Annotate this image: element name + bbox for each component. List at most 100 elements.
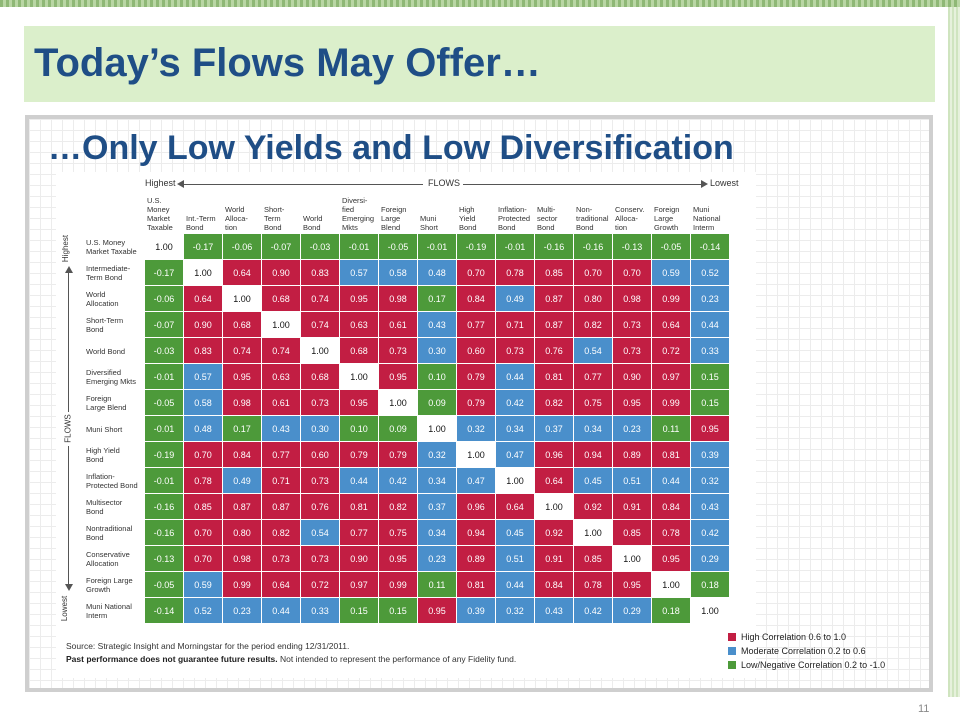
disclaimer-bold: Past performance does not guarantee futu… [66, 654, 278, 664]
heatmap-cell: 0.15 [379, 598, 417, 623]
flows-axis-label-vertical: FLOWS [63, 414, 73, 443]
row-header-label: Muni National Interm [86, 602, 132, 620]
heatmap-cell: 0.92 [535, 520, 573, 545]
heatmap-cell: 0.77 [574, 364, 612, 389]
source-note: Source: Strategic Insight and Morningsta… [66, 640, 516, 666]
heatmap-cell: 0.70 [574, 260, 612, 285]
column-header-label: Non-traditional Bond [576, 205, 609, 232]
heatmap-cell: 0.52 [691, 260, 729, 285]
heatmap-cell: 0.58 [379, 260, 417, 285]
heatmap-cell: -0.16 [145, 520, 183, 545]
heatmap-cell: 0.79 [457, 390, 495, 415]
heatmap-cell: 0.57 [340, 260, 378, 285]
column-header-label: Muni Short [420, 214, 438, 232]
heatmap-cell: 0.23 [223, 598, 261, 623]
row-header-label: Inflation- Protected Bond [86, 472, 138, 490]
heatmap-cell: 0.96 [535, 442, 573, 467]
heatmap-cell: 0.91 [613, 494, 651, 519]
heatmap-cell: 0.83 [184, 338, 222, 363]
row-header: U.S. Money Market Taxable [86, 234, 142, 260]
heatmap-cell: 0.42 [574, 598, 612, 623]
heatmap-cell: 0.87 [535, 286, 573, 311]
column-header: High Yield Bond [457, 194, 496, 232]
heatmap-cell: 0.54 [574, 338, 612, 363]
heatmap-cell: 0.90 [340, 546, 378, 571]
heatmap-cell: 0.44 [496, 572, 534, 597]
heatmap-cell: -0.01 [145, 416, 183, 441]
legend-label: High Correlation 0.6 to 1.0 [741, 632, 847, 642]
heatmap-cell: -0.01 [340, 234, 378, 259]
legend-label: Moderate Correlation 0.2 to 0.6 [741, 646, 866, 656]
heatmap-cell: 0.82 [379, 494, 417, 519]
heatmap-cell: 0.30 [418, 338, 456, 363]
heatmap-cell: 0.43 [535, 598, 573, 623]
heatmap-cell: -0.05 [652, 234, 690, 259]
heatmap-cell: 0.59 [184, 572, 222, 597]
heatmap-cell: 0.97 [340, 572, 378, 597]
heatmap-cell: 0.64 [652, 312, 690, 337]
column-header: Muni Short [418, 194, 457, 232]
heatmap-cell: 0.85 [574, 546, 612, 571]
heatmap-cell: 0.32 [418, 442, 456, 467]
heatmap-cell: 0.51 [613, 468, 651, 493]
heatmap-cell: -0.01 [145, 364, 183, 389]
heatmap-cell: 0.84 [457, 286, 495, 311]
row-header: Foreign Large Blend [86, 390, 142, 416]
heatmap-cell: 0.79 [340, 442, 378, 467]
row-header-label: Diversified Emerging Mkts [86, 368, 137, 386]
heatmap-cell: 0.99 [652, 390, 690, 415]
heatmap-cell: 1.00 [379, 390, 417, 415]
row-header-label: Intermediate- Term Bond [86, 264, 131, 282]
heatmap-cell: -0.07 [262, 234, 300, 259]
heatmap-cell: 0.32 [691, 468, 729, 493]
heatmap-cell: 0.37 [418, 494, 456, 519]
heatmap-cell: 0.81 [652, 442, 690, 467]
flows-axis-line-right [463, 184, 703, 185]
flows-highest-label-vertical: Highest [61, 234, 71, 263]
heatmap-cell: 0.95 [340, 286, 378, 311]
legend-swatch [728, 647, 736, 655]
heatmap-cell: 0.74 [301, 312, 339, 337]
heatmap-cell: 0.58 [184, 390, 222, 415]
heatmap-cell: 0.74 [223, 338, 261, 363]
legend-item-low: Low/Negative Correlation 0.2 to -1.0 [728, 658, 885, 672]
heatmap-cell: -0.06 [223, 234, 261, 259]
flows-lowest-label-vertical: Lowest [60, 595, 70, 622]
heatmap-cell: 0.60 [457, 338, 495, 363]
heatmap-cell: -0.16 [145, 494, 183, 519]
heatmap-cell: 0.98 [379, 286, 417, 311]
heatmap-cell: 0.44 [652, 468, 690, 493]
column-header-label: Foreign Large Blend [381, 205, 407, 232]
heatmap-cell: 0.74 [301, 286, 339, 311]
heatmap-cell: 1.00 [301, 338, 339, 363]
heatmap-cell: 0.34 [418, 468, 456, 493]
heatmap-cell: 0.89 [457, 546, 495, 571]
heatmap-cell: 0.11 [652, 416, 690, 441]
heatmap-cell: 0.81 [535, 364, 573, 389]
row-header-label: Muni Short [86, 424, 123, 434]
heatmap-cell: 0.61 [262, 390, 300, 415]
heatmap-cell: 0.78 [184, 468, 222, 493]
heatmap-cell: 0.99 [223, 572, 261, 597]
heatmap-cell: 0.76 [301, 494, 339, 519]
heatmap-cell: 0.87 [223, 494, 261, 519]
heatmap-cell: 0.49 [223, 468, 261, 493]
heatmap-cell: 0.15 [340, 598, 378, 623]
heatmap-cell: 0.78 [574, 572, 612, 597]
heatmap-cell: 0.73 [301, 468, 339, 493]
column-header: World Alloca-tion [223, 194, 262, 232]
heatmap-cell: 0.43 [691, 494, 729, 519]
heatmap-cell: 0.73 [262, 546, 300, 571]
column-header: Conserv. Alloca-tion [613, 194, 652, 232]
heatmap-cell: 0.30 [301, 416, 339, 441]
heatmap-cell: 0.85 [535, 260, 573, 285]
column-header: Diversi-fied Emerging Mkts [340, 194, 379, 232]
row-header: World Bond [86, 338, 142, 364]
heatmap-cell: -0.01 [145, 468, 183, 493]
heatmap-cell: 0.87 [262, 494, 300, 519]
legend: High Correlation 0.6 to 1.0 Moderate Corr… [728, 630, 885, 672]
heatmap-cell: 0.48 [418, 260, 456, 285]
heatmap-cell: 0.48 [184, 416, 222, 441]
heatmap-cell: 0.85 [184, 494, 222, 519]
flows-axis-line-left [183, 184, 423, 185]
